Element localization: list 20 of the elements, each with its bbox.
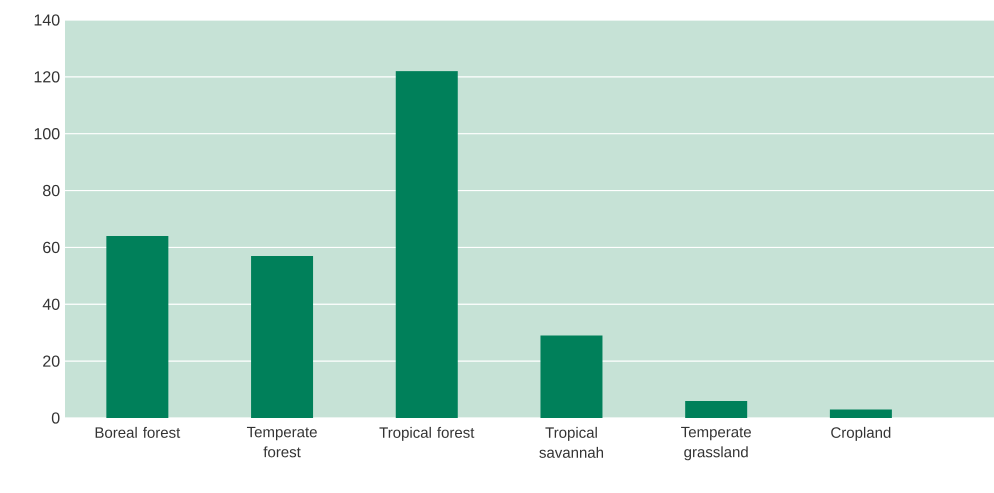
x-tick-label: Tropical forest — [379, 426, 474, 441]
y-tick-label: 140 — [34, 14, 60, 26]
bar — [830, 409, 892, 418]
y-tick-label: 100 — [34, 128, 60, 140]
x-tick-label: Temperate grassland — [681, 426, 751, 460]
bar — [251, 256, 314, 418]
y-tick-label: 0 — [52, 412, 60, 424]
y-tick-label: 20 — [43, 355, 60, 367]
y-tick-label: 60 — [43, 242, 60, 254]
x-tick-label: Cropland — [831, 426, 890, 441]
x-tick-label: Tropical savannah — [539, 426, 604, 458]
bar — [540, 336, 602, 418]
y-tick-label: 40 — [42, 298, 60, 310]
bar — [685, 400, 748, 418]
bar — [106, 236, 168, 418]
bar — [396, 71, 458, 418]
x-tick-label: Boreal forest — [96, 426, 180, 438]
y-tick-label: 120 — [34, 71, 60, 83]
y-tick-label: 80 — [43, 184, 60, 196]
x-tick-label: Temperate forest — [246, 426, 317, 458]
